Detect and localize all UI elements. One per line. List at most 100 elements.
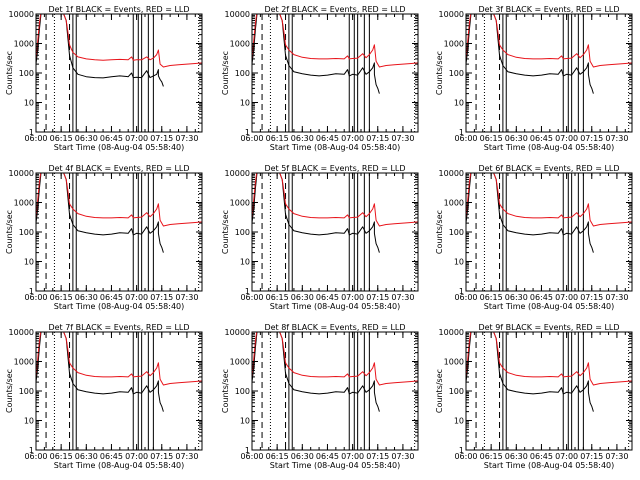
y-tick-label: 1 (459, 128, 464, 137)
chart-panel-8: 1 10 100 1000 10000 06:00 06:15 06:30 06:45 07:00… (221, 323, 419, 470)
y-tick-label: 1 (459, 446, 464, 455)
x-tick-label: 06:00 (240, 293, 263, 302)
x-tick-label: 06:15 (50, 293, 73, 302)
x-tick-label: 06:00 (240, 134, 263, 143)
x-tick-label: 07:00 (125, 452, 148, 461)
y-tick-label: 10 (454, 417, 464, 426)
series-line-events (466, 332, 594, 412)
x-tick-label: 06:45 (316, 452, 339, 461)
y-axis-label: Counts/sec (221, 51, 230, 95)
chart-title: Det 5f BLACK = Events, RED = LLD (264, 164, 405, 173)
y-axis-label: Counts/sec (221, 210, 230, 254)
series-line-lld (252, 14, 418, 68)
x-tick-label: 07:15 (580, 452, 603, 461)
y-tick-label: 10 (24, 417, 34, 426)
y-tick-label: 1 (245, 446, 250, 455)
chart-title: Det 1f BLACK = Events, RED = LLD (48, 5, 189, 14)
x-axis-label: Start Time (08-Aug-04 05:58:40) (484, 302, 615, 311)
series-line-lld (466, 332, 632, 386)
y-tick-label: 100 (235, 387, 250, 396)
y-tick-label: 10000 (9, 10, 34, 19)
y-tick-label: 1000 (14, 199, 34, 208)
x-tick-label: 06:00 (454, 293, 477, 302)
plot-area (466, 173, 632, 291)
y-tick-label: 100 (449, 387, 464, 396)
y-tick-label: 10 (240, 417, 250, 426)
x-tick-label: 07:30 (175, 134, 198, 143)
x-tick-label: 07:30 (391, 134, 414, 143)
series-line-events (36, 332, 164, 412)
x-tick-label: 06:15 (50, 134, 73, 143)
x-tick-label: 06:30 (291, 452, 314, 461)
x-tick-label: 07:30 (391, 452, 414, 461)
x-tick-label: 06:15 (480, 134, 503, 143)
x-axis-label: Start Time (08-Aug-04 05:58:40) (484, 461, 615, 470)
x-tick-label: 07:00 (555, 134, 578, 143)
x-tick-label: 06:30 (75, 134, 98, 143)
chart-panel-1: 1 10 100 1000 10000 06:00 06:15 06:30 06:45 07:00… (5, 5, 203, 152)
x-tick-label: 06:30 (505, 452, 528, 461)
x-tick-label: 06:30 (505, 134, 528, 143)
y-tick-label: 10 (240, 99, 250, 108)
x-tick-label: 06:30 (75, 293, 98, 302)
y-axis-label: Counts/sec (221, 369, 230, 413)
y-tick-label: 100 (235, 69, 250, 78)
x-tick-label: 07:00 (341, 293, 364, 302)
y-tick-label: 1 (29, 446, 34, 455)
chart-title: Det 3f BLACK = Events, RED = LLD (478, 5, 619, 14)
y-tick-label: 10 (24, 99, 34, 108)
y-tick-label: 1000 (14, 358, 34, 367)
series-line-lld (252, 173, 418, 227)
x-tick-label: 07:30 (175, 452, 198, 461)
chart-panel-5: 1 10 100 1000 10000 06:00 06:15 06:30 06:45 07:00… (221, 164, 419, 311)
x-tick-label: 06:30 (291, 134, 314, 143)
x-tick-label: 06:45 (316, 134, 339, 143)
y-tick-label: 1000 (230, 40, 250, 49)
x-tick-label: 06:45 (530, 134, 553, 143)
y-axis-label: Counts/sec (5, 51, 14, 95)
y-tick-label: 1000 (444, 358, 464, 367)
x-tick-label: 07:15 (580, 293, 603, 302)
x-tick-label: 06:45 (100, 134, 123, 143)
y-tick-label: 100 (449, 69, 464, 78)
x-tick-label: 07:15 (366, 452, 389, 461)
plot-area (36, 173, 202, 291)
chart-panel-6: 1 10 100 1000 10000 06:00 06:15 06:30 06:45 07:00… (435, 164, 633, 311)
chart-title: Det 9f BLACK = Events, RED = LLD (478, 323, 619, 332)
plot-area (466, 332, 632, 450)
x-tick-label: 06:30 (291, 293, 314, 302)
y-tick-label: 1000 (14, 40, 34, 49)
x-axis-label: Start Time (08-Aug-04 05:58:40) (484, 143, 615, 152)
x-tick-label: 07:15 (150, 134, 173, 143)
y-tick-label: 1 (29, 287, 34, 296)
y-tick-label: 1 (29, 128, 34, 137)
x-tick-label: 07:00 (125, 134, 148, 143)
series-line-lld (36, 332, 202, 386)
x-tick-label: 07:15 (366, 293, 389, 302)
chart-panel-4: 1 10 100 1000 10000 06:00 06:15 06:30 06:45 07:00… (5, 164, 203, 311)
x-tick-label: 07:30 (605, 293, 628, 302)
x-axis-label: Start Time (08-Aug-04 05:58:40) (270, 302, 401, 311)
y-tick-label: 10 (454, 258, 464, 267)
y-axis-label: Counts/sec (5, 210, 14, 254)
series-line-events (36, 173, 164, 253)
plot-area (252, 332, 418, 450)
x-tick-label: 06:45 (530, 293, 553, 302)
chart-panel-3: 1 10 100 1000 10000 06:00 06:15 06:30 06:45 07:00… (435, 5, 633, 152)
x-tick-label: 06:00 (24, 293, 47, 302)
series-line-events (36, 14, 164, 87)
plot-area (36, 332, 202, 450)
y-tick-label: 100 (19, 387, 34, 396)
x-tick-label: 07:15 (150, 452, 173, 461)
y-tick-label: 10 (454, 99, 464, 108)
chart-title: Det 8f BLACK = Events, RED = LLD (264, 323, 405, 332)
x-tick-label: 07:00 (341, 452, 364, 461)
x-axis-label: Start Time (08-Aug-04 05:58:40) (54, 302, 185, 311)
y-tick-label: 1 (459, 287, 464, 296)
chart-title: Det 4f BLACK = Events, RED = LLD (48, 164, 189, 173)
series-line-lld (36, 173, 202, 227)
y-tick-label: 10000 (225, 169, 250, 178)
y-axis-label: Counts/sec (435, 51, 444, 95)
